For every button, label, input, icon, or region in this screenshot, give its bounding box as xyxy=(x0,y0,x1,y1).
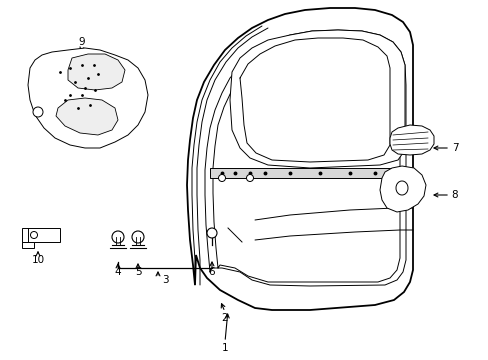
Text: 3: 3 xyxy=(162,275,168,285)
Polygon shape xyxy=(28,48,148,148)
Text: 10: 10 xyxy=(31,255,44,265)
Circle shape xyxy=(112,231,124,243)
Polygon shape xyxy=(229,30,404,168)
Circle shape xyxy=(391,175,398,181)
Circle shape xyxy=(33,107,43,117)
Circle shape xyxy=(246,175,253,181)
Text: 6: 6 xyxy=(208,267,215,277)
Polygon shape xyxy=(68,54,125,90)
Polygon shape xyxy=(22,242,34,248)
Polygon shape xyxy=(56,98,118,135)
Text: 1: 1 xyxy=(221,343,228,353)
Circle shape xyxy=(132,231,143,243)
Text: 8: 8 xyxy=(451,190,457,200)
Text: 7: 7 xyxy=(451,143,457,153)
Text: 9: 9 xyxy=(79,37,85,47)
Polygon shape xyxy=(379,166,425,212)
Text: 2: 2 xyxy=(221,313,228,323)
Polygon shape xyxy=(389,125,433,155)
Text: 5: 5 xyxy=(134,267,141,277)
Circle shape xyxy=(30,231,38,238)
Circle shape xyxy=(206,228,217,238)
Polygon shape xyxy=(186,8,412,310)
Text: 4: 4 xyxy=(115,267,121,277)
Circle shape xyxy=(218,175,225,181)
Polygon shape xyxy=(209,168,404,178)
Polygon shape xyxy=(22,228,60,242)
